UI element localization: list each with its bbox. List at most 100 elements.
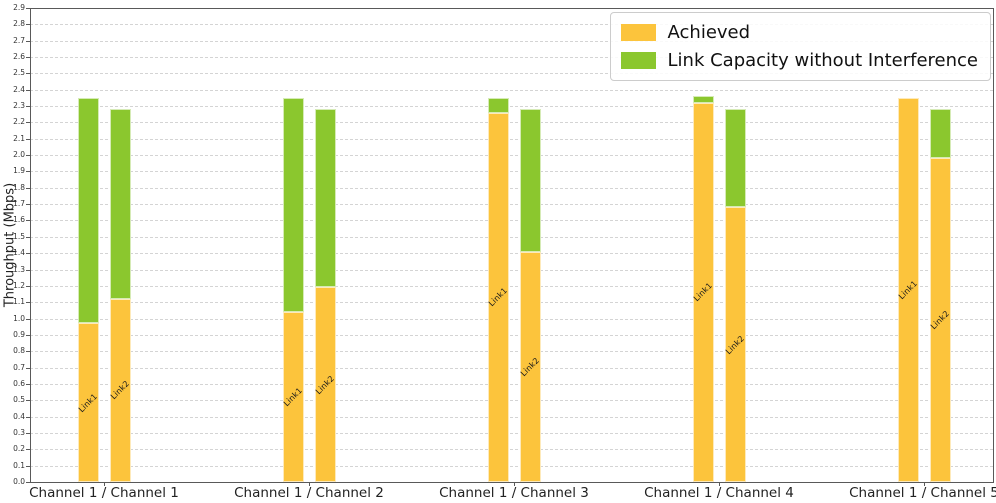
y-tick-mark xyxy=(26,89,30,91)
y-tick-mark xyxy=(26,220,30,222)
y-tick-label: 1.8 xyxy=(13,182,25,192)
y-tick-mark xyxy=(26,465,30,467)
y-tick-label: 1.1 xyxy=(13,297,25,307)
y-tick-label: 1.0 xyxy=(13,313,25,323)
y-tick-mark xyxy=(26,383,30,385)
bar-segment-capacity xyxy=(519,109,541,252)
y-tick-label: 2.2 xyxy=(13,117,25,127)
y-tick-mark xyxy=(26,334,30,336)
x-axis-line xyxy=(30,482,994,483)
gridline xyxy=(30,302,993,304)
bar-segment-capacity xyxy=(77,97,99,324)
x-tick-label: Channel 1 / Channel 4 xyxy=(644,485,794,501)
bar-segment-achieved xyxy=(897,97,919,482)
y-tick-label: 0.0 xyxy=(13,477,25,486)
y-tick-label: 2.6 xyxy=(13,52,25,62)
gridline xyxy=(30,351,993,353)
y-tick-label: 0.4 xyxy=(13,411,25,421)
y-tick-mark xyxy=(26,482,30,483)
y-tick-mark xyxy=(26,8,30,9)
legend-entry-label: Achieved xyxy=(667,22,751,43)
x-tick-mark xyxy=(719,482,720,486)
y-tick-label: 2.7 xyxy=(13,35,25,45)
gridline xyxy=(30,465,993,467)
y-tick-label: 0.9 xyxy=(13,329,25,339)
y-tick-mark xyxy=(26,155,30,157)
y-tick-label: 0.6 xyxy=(13,378,25,388)
plot-area xyxy=(30,8,993,482)
y-tick-mark xyxy=(26,351,30,353)
y-tick-label: 1.5 xyxy=(13,231,25,241)
y-tick-mark xyxy=(26,318,30,320)
gridline xyxy=(30,89,993,91)
bar-segment-achieved xyxy=(692,102,714,482)
y-tick-mark xyxy=(26,416,30,418)
gridline xyxy=(30,269,993,271)
legend-entry-label: Link Capacity without Interference xyxy=(667,50,978,71)
y-tick-label: 0.2 xyxy=(13,444,25,454)
y-tick-mark xyxy=(26,253,30,255)
gridline xyxy=(30,334,993,336)
legend-entry: Link Capacity without Interference xyxy=(620,50,978,71)
y-tick-label: 1.6 xyxy=(13,215,25,225)
y-tick-label: 0.7 xyxy=(13,362,25,372)
bar-segment-achieved xyxy=(519,251,541,482)
legend-swatch-achieved xyxy=(620,24,656,41)
y-tick-label: 0.3 xyxy=(13,427,25,437)
y-tick-label: 1.3 xyxy=(13,264,25,274)
bar-segment-achieved xyxy=(314,287,336,482)
y-tick-mark xyxy=(26,432,30,434)
y-tick-mark xyxy=(26,367,30,369)
y-tick-label: 1.7 xyxy=(13,199,25,209)
bar-segment-capacity xyxy=(487,97,509,113)
x-tick-mark xyxy=(514,482,515,486)
bar-segment-capacity xyxy=(724,109,746,208)
y-tick-label: 2.8 xyxy=(13,19,25,29)
y-tick-label: 2.9 xyxy=(13,3,25,12)
x-tick-label: Channel 1 / Channel 3 xyxy=(439,485,589,501)
x-tick-mark xyxy=(924,482,925,486)
gridline xyxy=(30,187,993,189)
y-tick-mark xyxy=(26,24,30,26)
y-tick-mark xyxy=(26,187,30,189)
y-tick-label: 1.4 xyxy=(13,248,25,258)
y-tick-mark xyxy=(26,204,30,206)
y-tick-mark xyxy=(26,236,30,238)
x-tick-mark xyxy=(104,482,105,486)
gridline xyxy=(30,416,993,418)
bar-segment-capacity xyxy=(109,109,131,299)
plot-border-top xyxy=(30,8,994,9)
gridline xyxy=(30,155,993,157)
y-tick-mark xyxy=(26,57,30,59)
gridline xyxy=(30,285,993,287)
x-tick-mark xyxy=(309,482,310,486)
bar-segment-capacity xyxy=(314,109,336,288)
y-tick-label: 2.4 xyxy=(13,84,25,94)
x-tick-label: Channel 1 / Channel 1 xyxy=(29,485,179,501)
y-tick-mark xyxy=(26,269,30,271)
gridline xyxy=(30,220,993,222)
bar-segment-achieved xyxy=(487,112,509,482)
x-tick-label: Channel 1 / Channel 5 xyxy=(849,485,996,501)
gridline xyxy=(30,204,993,206)
y-tick-label: 2.3 xyxy=(13,101,25,111)
gridline xyxy=(30,432,993,434)
plot-border-right xyxy=(993,8,994,483)
gridline xyxy=(30,171,993,173)
legend-entry: Achieved xyxy=(620,22,978,43)
y-tick-mark xyxy=(26,40,30,42)
bar-segment-achieved xyxy=(724,207,746,482)
y-tick-mark xyxy=(26,449,30,451)
gridline xyxy=(30,236,993,238)
y-tick-mark xyxy=(26,138,30,140)
y-tick-label: 1.9 xyxy=(13,166,25,176)
y-tick-label: 1.2 xyxy=(13,280,25,290)
bar-segment-achieved xyxy=(77,323,99,482)
gridline xyxy=(30,122,993,124)
gridline xyxy=(30,318,993,320)
gridline xyxy=(30,40,993,42)
bar-segment-achieved xyxy=(282,312,304,482)
legend-swatch-capacity xyxy=(620,52,656,69)
gridline xyxy=(30,138,993,140)
